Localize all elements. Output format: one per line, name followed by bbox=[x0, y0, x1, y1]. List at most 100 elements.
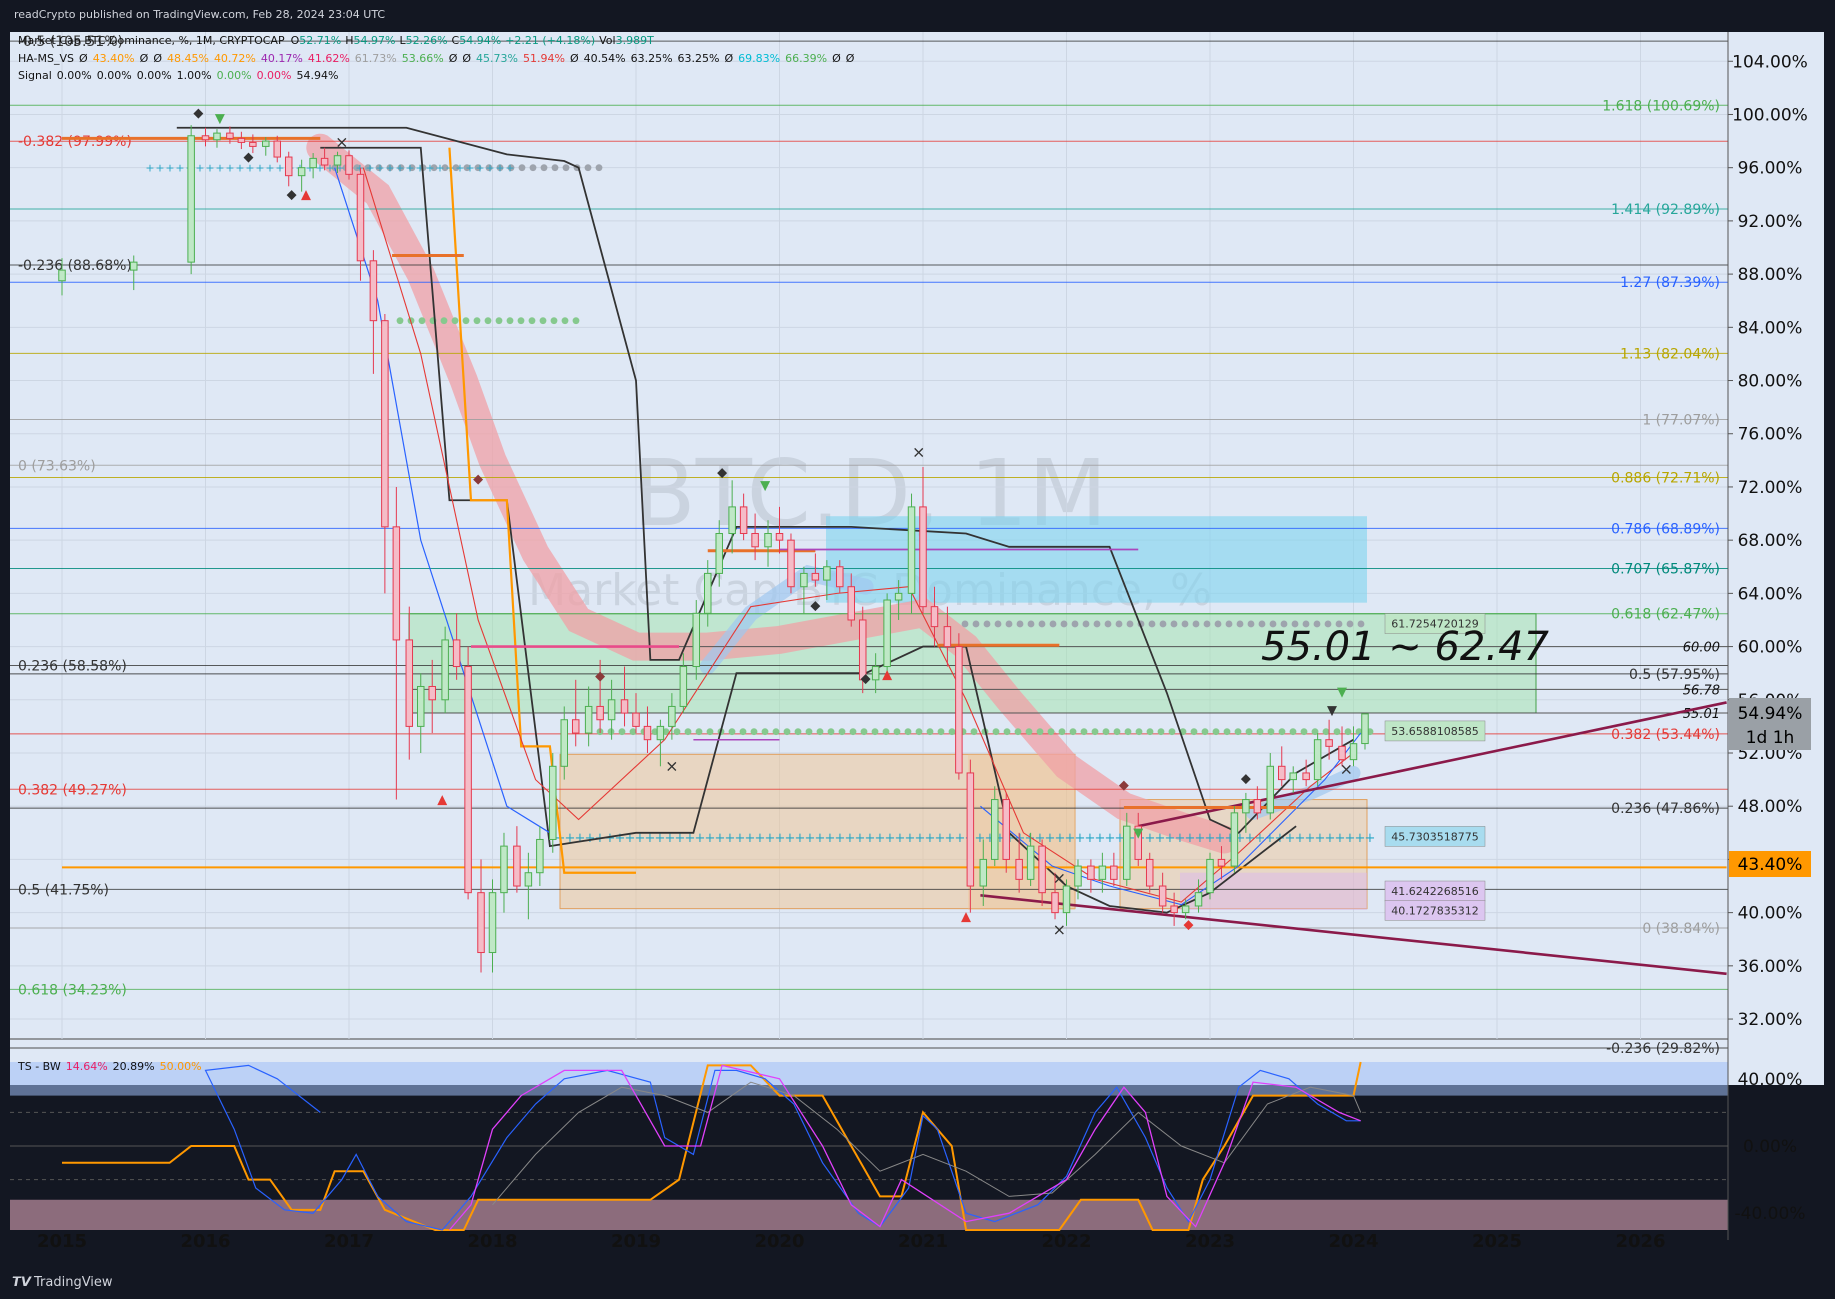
dot bbox=[1245, 728, 1253, 736]
cross-dot: + bbox=[265, 162, 274, 175]
fib-label: 0.382 (53.44%) bbox=[1611, 727, 1720, 743]
cross-dot: + bbox=[235, 162, 244, 175]
cross-dot: + bbox=[1025, 831, 1036, 846]
candle-body bbox=[1313, 739, 1322, 781]
indicator-value: Ø bbox=[140, 52, 149, 65]
candle-body bbox=[596, 705, 604, 721]
dot bbox=[783, 728, 791, 736]
dot bbox=[496, 164, 504, 172]
cross-dot: + bbox=[1185, 831, 1196, 846]
candle-body bbox=[1002, 799, 1010, 860]
fib-label: 0.236 (47.86%) bbox=[1611, 801, 1720, 817]
y-tick-label: 72.00% bbox=[1738, 478, 1803, 498]
indicator-value: 0.00% bbox=[137, 69, 172, 82]
y-tick-label: 36.00% bbox=[1738, 957, 1803, 977]
dot bbox=[983, 620, 991, 628]
candle-body bbox=[679, 666, 688, 707]
cross-dot: + bbox=[1045, 831, 1056, 846]
footer-brand: TradingView bbox=[33, 1275, 113, 1290]
cross-dot: + bbox=[1345, 831, 1356, 846]
signal-marker: ▼ bbox=[215, 111, 225, 126]
oscillator-value: 14.64% bbox=[66, 1060, 108, 1073]
box-label-bg bbox=[1384, 900, 1486, 921]
dot bbox=[1049, 620, 1057, 628]
indicator-value: 51.94% bbox=[523, 52, 565, 65]
countdown-label: 1d 1h bbox=[1746, 728, 1795, 748]
dot bbox=[495, 317, 503, 325]
dot bbox=[550, 317, 558, 325]
candle-body bbox=[488, 892, 497, 954]
cross-dot: + bbox=[205, 162, 214, 175]
dot bbox=[1278, 728, 1286, 736]
dot bbox=[451, 317, 459, 325]
dot bbox=[607, 728, 615, 736]
candle-body bbox=[452, 639, 461, 668]
signal-marker: × bbox=[1340, 759, 1353, 778]
signal-marker: ◆ bbox=[1183, 918, 1193, 933]
indicator-value: 43.40% bbox=[93, 52, 135, 65]
fib-label: 0.618 (62.47%) bbox=[1611, 607, 1720, 623]
candle-body bbox=[894, 592, 903, 601]
dot bbox=[1016, 620, 1024, 628]
candle-body bbox=[201, 135, 210, 141]
range-annotation: 55.01 ~ 62.47 bbox=[1261, 624, 1550, 670]
cross-dot: + bbox=[1285, 831, 1296, 846]
dot bbox=[473, 317, 481, 325]
dot bbox=[1322, 728, 1330, 736]
cross-dot: + bbox=[575, 831, 586, 846]
candle-body bbox=[262, 140, 270, 147]
fib-label: -0.5 (105.51%) bbox=[18, 34, 123, 50]
fib-label: -0.236 (88.68%) bbox=[18, 258, 132, 274]
candle-body bbox=[536, 838, 544, 874]
cross-dot: + bbox=[1295, 831, 1306, 846]
dot bbox=[915, 728, 923, 736]
x-tick-label: 2018 bbox=[467, 1231, 517, 1252]
cross-dot: + bbox=[745, 831, 756, 846]
candle-body bbox=[775, 533, 784, 541]
candle-body bbox=[1158, 885, 1167, 907]
indicator-value: 0.00% bbox=[57, 69, 92, 82]
candle-body bbox=[320, 157, 329, 166]
cross-dot: + bbox=[1195, 831, 1206, 846]
candle-body bbox=[1074, 865, 1082, 887]
dot bbox=[1091, 728, 1099, 736]
indicator-value: 48.45% bbox=[167, 52, 209, 65]
candle-body bbox=[1098, 865, 1107, 880]
dot bbox=[396, 317, 404, 325]
cross-dot: + bbox=[805, 831, 816, 846]
cross-dot: + bbox=[715, 831, 726, 846]
candle-body bbox=[1349, 743, 1358, 761]
cross-dot: + bbox=[375, 162, 384, 175]
time-axis[interactable]: 2015 2016 2017 2018 2019 2020 2021 2022 2023 2024… bbox=[37, 1231, 1666, 1252]
dot bbox=[474, 164, 482, 172]
dot bbox=[816, 728, 824, 736]
candle-body bbox=[369, 260, 378, 322]
indicator-value: 61.73% bbox=[355, 52, 397, 65]
publisher-line: readCrypto published on TradingView.com,… bbox=[14, 8, 385, 21]
signal-marker: ◆ bbox=[287, 187, 297, 202]
oscillator-value: 50.00% bbox=[160, 1060, 202, 1073]
indicator-value: 69.83% bbox=[738, 52, 780, 65]
dot bbox=[1036, 728, 1044, 736]
candle-body bbox=[704, 572, 712, 614]
cross-dot: + bbox=[755, 831, 766, 846]
candle-body bbox=[1361, 713, 1369, 745]
cross-dot: + bbox=[915, 831, 926, 846]
box-label-bg bbox=[1384, 826, 1486, 847]
cross-dot: + bbox=[1205, 831, 1216, 846]
candle-body bbox=[811, 572, 820, 581]
dot bbox=[529, 164, 537, 172]
cross-dot: + bbox=[855, 831, 866, 846]
candle-body bbox=[273, 140, 281, 158]
indicator-name: Signal bbox=[18, 69, 52, 82]
dot bbox=[1157, 728, 1165, 736]
indicator-value: 0.00% bbox=[217, 69, 252, 82]
cross-dot: + bbox=[865, 831, 876, 846]
dot bbox=[1214, 620, 1222, 628]
cross-dot: + bbox=[415, 162, 424, 175]
dot bbox=[1291, 620, 1299, 628]
cross-dot: + bbox=[245, 162, 254, 175]
candle-body bbox=[441, 639, 449, 701]
y-tick-label: 92.00% bbox=[1738, 212, 1803, 232]
